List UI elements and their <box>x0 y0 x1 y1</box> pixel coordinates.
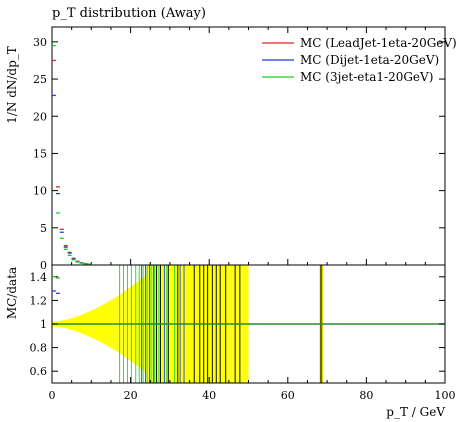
ratio-x-tick-label: 40 <box>202 389 216 402</box>
main-y-tick-label: 15 <box>33 147 47 160</box>
main-y-tick-label: 20 <box>33 110 47 123</box>
ratio-x-ticks: 0 20 40 60 80 100 <box>49 377 456 402</box>
ratio-y-tick-label: 0.6 <box>30 365 48 378</box>
ratio-x-tick-label: 80 <box>359 389 373 402</box>
main-series-layer <box>52 44 92 266</box>
ratio-x-tick-label: 60 <box>281 389 295 402</box>
ratio-y-tick-label: 0.8 <box>30 342 48 355</box>
ratio-series-0 <box>52 276 60 279</box>
ratio-y-tick-label: 1.4 <box>30 271 48 284</box>
main-y-ticks: 0 5 10 15 20 25 30 <box>33 36 445 272</box>
ratio-x-tick-label: 20 <box>124 389 138 402</box>
ratio-panel: MC/data 0.6 0.8 1 1.2 1.4 0 20 40 60 80 100 p_T /… <box>5 264 456 419</box>
main-y-tick-label: 0 <box>40 259 47 272</box>
main-y-tick-label: 25 <box>33 73 47 86</box>
main-y-tick-label: 10 <box>33 185 47 198</box>
ratio-series-1 <box>52 290 60 294</box>
legend-label-3jet: MC (3jet-eta1-20GeV) <box>300 70 433 84</box>
ratio-x-tick-label: 0 <box>49 389 56 402</box>
series-1 <box>52 94 92 265</box>
chart-title: p_T distribution (Away) <box>52 6 206 21</box>
ratio-x-tick-label: 100 <box>435 389 456 402</box>
series-2 <box>52 44 92 266</box>
x-axis-label: p_T / GeV <box>386 405 445 419</box>
ratio-y-tick-label: 1.2 <box>30 294 48 307</box>
y-axis-label: 1/N dN/dp_T <box>5 46 19 124</box>
legend-label-leadjet: MC (LeadJet-1eta-20GeV) <box>300 36 457 50</box>
legend: MC (LeadJet-1eta-20GeV) MC (Dijet-1eta-2… <box>262 36 457 84</box>
legend-label-dijet: MC (Dijet-1eta-20GeV) <box>300 53 439 67</box>
ratio-series-layer <box>52 276 60 294</box>
main-y-tick-label: 30 <box>33 36 47 49</box>
ratio-y-tick-label: 1 <box>40 318 47 331</box>
ratio-y-ticks: 0.6 0.8 1 1.2 1.4 <box>30 271 445 378</box>
series-0 <box>52 59 92 265</box>
ratio-y-axis-label: MC/data <box>5 267 19 319</box>
main-panel: p_T distribution (Away) 1/N dN/dp_T 0 5 10… <box>5 6 457 272</box>
main-y-tick-label: 5 <box>40 222 47 235</box>
